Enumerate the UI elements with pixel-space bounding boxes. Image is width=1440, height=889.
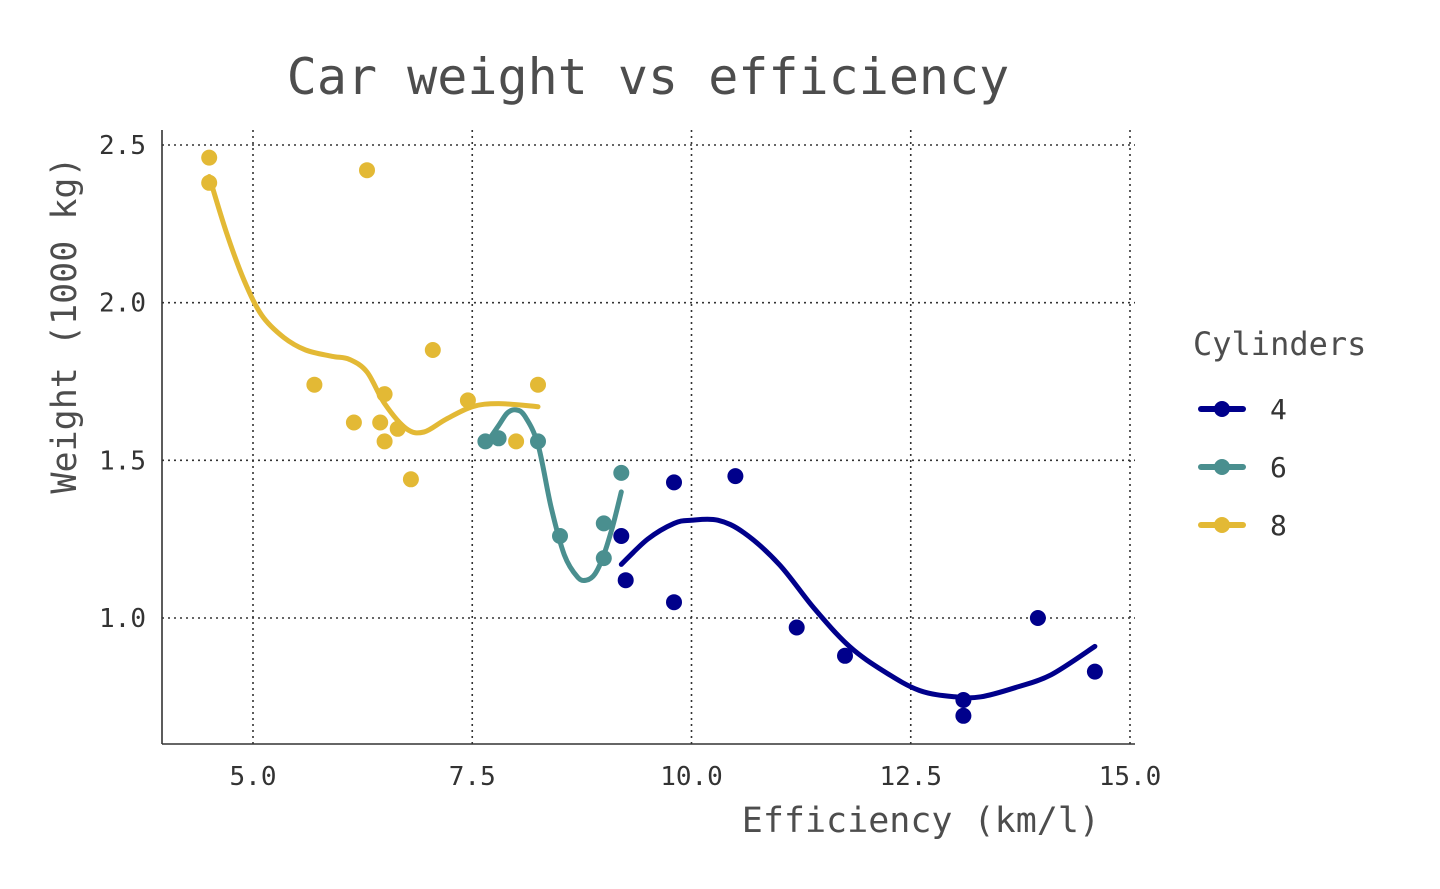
legend-key-point xyxy=(1214,517,1230,533)
data-point-cyl-6 xyxy=(595,515,612,532)
data-point-cyl-8 xyxy=(201,149,218,166)
y-tick-label: 1.0 xyxy=(99,604,146,634)
data-point-cyl-4 xyxy=(955,692,972,708)
y-tick-label: 2.0 xyxy=(99,289,146,319)
data-point-cyl-4 xyxy=(955,707,972,724)
data-point-cyl-8 xyxy=(402,471,419,488)
data-point-cyl-6 xyxy=(595,550,612,567)
trend-line-cyl-8 xyxy=(206,174,541,436)
data-point-cyl-8 xyxy=(389,420,406,437)
data-point-cyl-6 xyxy=(530,433,546,450)
data-point-cyl-8 xyxy=(345,414,362,431)
data-point-cyl-6 xyxy=(613,464,630,481)
legend-item-cyl-6: 6 xyxy=(1198,451,1287,484)
x-axis-title: Efficiency (km/l) xyxy=(742,801,1100,841)
axes xyxy=(161,130,1135,745)
chart-title: Car weight vs efficiency xyxy=(287,48,1009,106)
legend-key-point xyxy=(1214,459,1230,475)
legend-label: 8 xyxy=(1270,509,1287,542)
data-point-cyl-4 xyxy=(1086,663,1103,680)
legend-label: 4 xyxy=(1270,393,1287,426)
legend-items: 4 6 8 xyxy=(1198,393,1287,542)
legend-label: 6 xyxy=(1270,451,1287,484)
data-point-cyl-6 xyxy=(552,528,568,544)
legend-title: Cylinders xyxy=(1193,325,1366,363)
x-tick-label: 12.5 xyxy=(879,762,942,792)
legend-item-cyl-8: 8 xyxy=(1198,509,1287,542)
data-points xyxy=(201,149,1103,724)
data-point-cyl-8 xyxy=(372,414,389,431)
data-point-cyl-4 xyxy=(788,619,805,636)
x-tick-label: 10.0 xyxy=(660,762,723,792)
y-tick-label: 2.5 xyxy=(99,131,146,161)
legend-key-point xyxy=(1214,401,1230,417)
data-point-cyl-4 xyxy=(837,647,853,664)
trend-line-cyl-4 xyxy=(618,516,1098,701)
x-tick-label: 7.5 xyxy=(449,762,496,792)
data-point-cyl-6 xyxy=(477,433,494,450)
data-point-cyl-8 xyxy=(459,392,476,409)
trend-lines xyxy=(206,174,1098,701)
data-point-cyl-8 xyxy=(530,376,546,393)
data-point-cyl-8 xyxy=(201,174,218,191)
data-point-cyl-4 xyxy=(666,474,682,491)
data-point-cyl-6 xyxy=(490,430,507,447)
legend: Cylinders 4 6 8 xyxy=(1193,325,1366,542)
y-axis-title: Weight (1000 kg) xyxy=(45,156,85,493)
data-point-cyl-8 xyxy=(508,433,525,450)
legend-item-cyl-4: 4 xyxy=(1198,393,1287,426)
data-point-cyl-4 xyxy=(727,468,744,485)
data-point-cyl-8 xyxy=(306,376,323,393)
grid xyxy=(162,130,1135,744)
x-tick-label: 15.0 xyxy=(1099,762,1162,792)
x-axis-ticks: 5.0 7.5 10.0 12.5 15.0 xyxy=(230,762,1162,792)
data-point-cyl-8 xyxy=(376,433,393,450)
data-point-cyl-4 xyxy=(1029,610,1046,626)
data-point-cyl-8 xyxy=(359,162,375,179)
y-axis-ticks: 1.0 1.5 2.0 2.5 xyxy=(99,131,146,634)
data-point-cyl-4 xyxy=(666,594,682,611)
data-point-cyl-4 xyxy=(613,528,630,544)
x-tick-label: 5.0 xyxy=(230,762,277,792)
y-tick-label: 1.5 xyxy=(99,446,146,476)
data-point-cyl-8 xyxy=(376,386,393,403)
data-point-cyl-8 xyxy=(424,342,441,358)
data-point-cyl-4 xyxy=(617,572,634,589)
